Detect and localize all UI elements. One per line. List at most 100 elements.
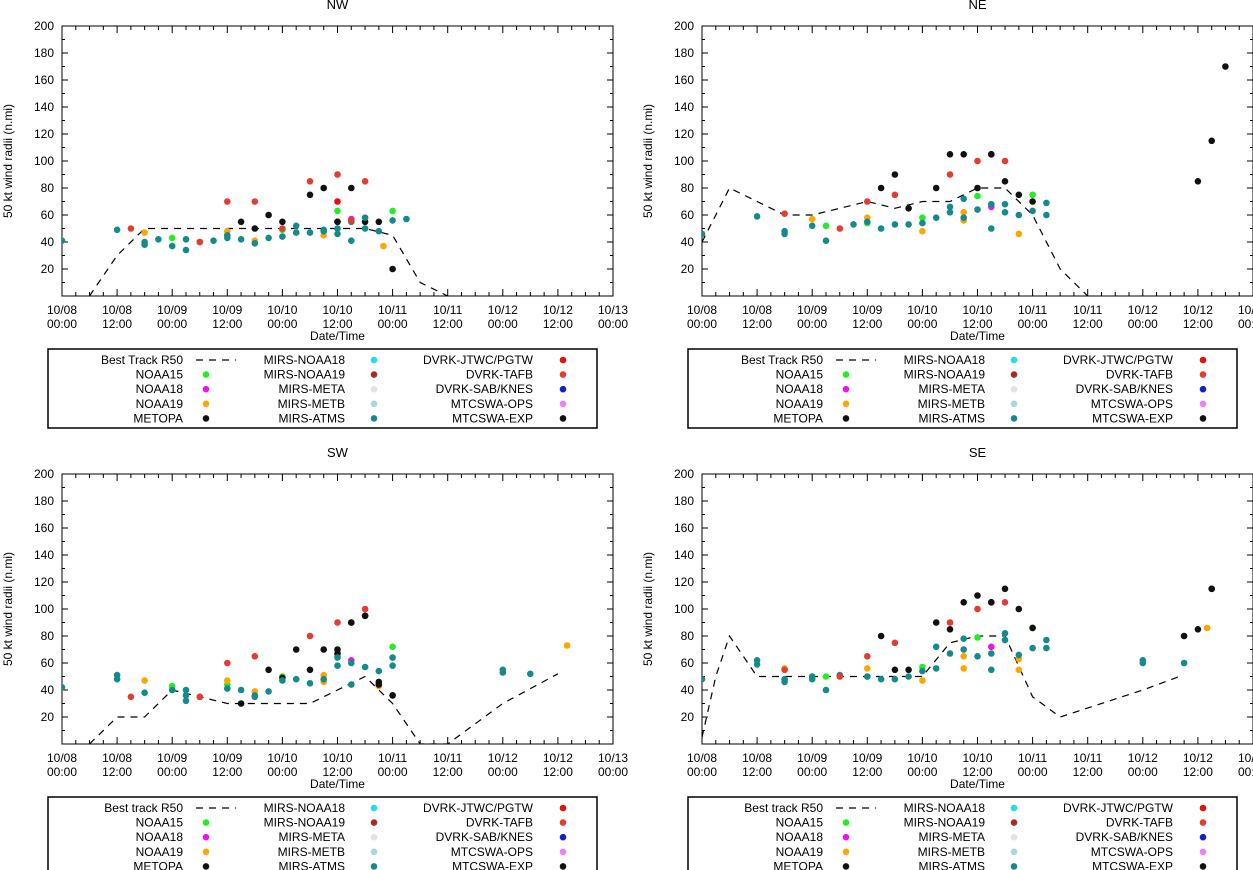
point-metopa <box>974 184 981 192</box>
legend-label: MIRS-META <box>919 382 985 396</box>
legend-marker <box>1199 356 1207 364</box>
point-dvrk-tafb <box>196 693 204 701</box>
point-mirs-atms <box>988 225 995 232</box>
point-mirs-atms <box>988 650 995 657</box>
point-noaa19 <box>1015 666 1023 674</box>
point-mirs-atms <box>891 675 899 683</box>
x-tick-label-date: 10/08 <box>742 303 772 317</box>
point-dvrk-tafb <box>864 653 871 660</box>
point-dvrk-tafb <box>279 225 286 232</box>
legend-label: METOPA <box>773 411 823 425</box>
point-mirs-atms <box>306 680 314 687</box>
legend-label: NOAA19 <box>136 845 184 859</box>
legend-marker <box>842 863 850 870</box>
x-tick-label-time: 00:00 <box>1238 765 1253 779</box>
y-tick-label: 60 <box>681 208 695 222</box>
point-mirs-atms <box>62 684 66 691</box>
point-dvrk-tafb <box>836 673 844 680</box>
x-tick-label-date: 10/08 <box>687 751 717 765</box>
point-metopa <box>932 619 940 626</box>
legend-label: NOAA19 <box>136 397 184 411</box>
legend-frame <box>47 796 598 870</box>
point-mirs-atms <box>960 195 967 203</box>
legend-label: NOAA15 <box>776 816 824 830</box>
point-noaa19 <box>141 677 148 684</box>
point-dvrk-tafb <box>348 217 355 224</box>
point-dvrk-tafb <box>891 191 899 199</box>
point-mirs-atms <box>1180 659 1188 667</box>
legend-marker <box>1199 804 1207 812</box>
x-tick-label-date: 10/11 <box>433 751 462 765</box>
y-tick-label: 100 <box>34 602 54 616</box>
point-dvrk-tafb <box>781 666 788 674</box>
x-tick-label-time: 12:00 <box>543 765 573 779</box>
x-tick-label-time: 12:00 <box>433 317 463 331</box>
point-metopa <box>237 700 245 707</box>
y-tick-label: 20 <box>41 262 55 276</box>
legend-marker <box>559 356 567 364</box>
point-dvrk-tafb <box>946 171 954 178</box>
legend-label: MIRS-NOAA19 <box>264 368 346 382</box>
point-mtcswa-exp <box>1222 63 1229 70</box>
legend-label: DVRK-SAB/KNES <box>436 830 533 844</box>
point-mirs-atms <box>499 666 507 674</box>
point-noaa15 <box>1029 191 1036 199</box>
legend-marker <box>1010 400 1018 408</box>
point-metopa <box>1001 585 1009 593</box>
x-tick-label-time: 00:00 <box>488 765 518 779</box>
y-tick-label: 60 <box>41 208 55 222</box>
y-tick-label: 160 <box>34 521 54 535</box>
legend-marker <box>559 863 567 870</box>
legend-marker <box>1010 819 1018 826</box>
legend-marker <box>842 415 850 422</box>
point-mirs-atms <box>251 240 259 247</box>
x-tick-label-date: 10/08 <box>687 303 717 317</box>
point-dvrk-tafb <box>224 659 231 667</box>
point-dvrk-tafb <box>974 605 981 613</box>
legend-marker <box>559 371 567 378</box>
point-dvrk-tafb <box>946 619 954 626</box>
legend-marker <box>1010 356 1018 364</box>
point-metopa <box>279 218 286 226</box>
y-tick-label: 180 <box>674 46 694 60</box>
x-tick-label-time: 12:00 <box>1073 765 1103 779</box>
legend-marker <box>842 385 850 393</box>
legend-label: NOAA15 <box>136 368 184 382</box>
point-mirs-atms <box>279 233 286 240</box>
x-tick-label-date: 10/11 <box>378 303 407 317</box>
legend-label: MIRS-METB <box>278 845 345 859</box>
point-mirs-atms <box>1043 644 1050 652</box>
y-tick-label: 100 <box>34 154 54 168</box>
x-tick-label-time: 00:00 <box>267 317 297 331</box>
point-mirs-atms <box>361 663 369 671</box>
point-metopa <box>1015 605 1023 613</box>
point-mirs-atms <box>1043 211 1050 219</box>
point-mirs-atms <box>932 665 940 672</box>
x-tick-label-time: 00:00 <box>1018 317 1048 331</box>
legend-marker <box>370 848 378 856</box>
point-metopa <box>946 151 954 158</box>
point-metopa <box>1015 191 1023 199</box>
legend-marker <box>370 819 378 826</box>
y-tick-label: 120 <box>674 127 694 141</box>
x-axis-label: Date/Time <box>310 777 365 791</box>
point-mirs-atms <box>781 678 788 686</box>
legend-marker <box>202 819 210 826</box>
point-mtcswa-exp <box>1029 198 1036 205</box>
x-tick-label-date: 10/09 <box>212 751 242 765</box>
x-tick-label-date: 10/09 <box>797 751 827 765</box>
point-dvrk-tafb <box>891 639 899 647</box>
legend-label: MIRS-NOAA18 <box>264 801 346 815</box>
y-tick-label: 120 <box>34 127 54 141</box>
y-tick-label: 140 <box>34 100 54 114</box>
legend-marker <box>842 371 850 378</box>
y-tick-label: 80 <box>681 629 695 643</box>
x-tick-label-time: 00:00 <box>687 765 717 779</box>
x-tick-label-time: 00:00 <box>598 317 628 331</box>
point-noaa15 <box>822 673 830 680</box>
x-tick-label-time: 00:00 <box>1128 317 1158 331</box>
point-mirs-atms <box>946 209 954 216</box>
legend-label: NOAA19 <box>776 845 824 859</box>
legend-label: MIRS-NOAA18 <box>904 801 986 815</box>
